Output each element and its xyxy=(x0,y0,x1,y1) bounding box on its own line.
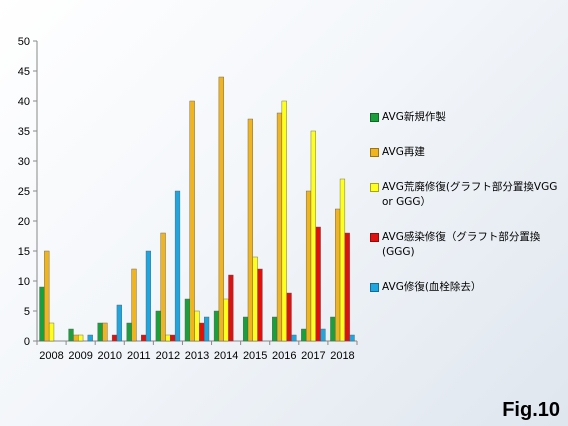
bar xyxy=(48,322,55,342)
y-tick-label: 5 xyxy=(24,306,30,318)
legend-swatch-new xyxy=(370,113,379,122)
x-tick-label: 2010 xyxy=(97,350,121,362)
bar xyxy=(116,304,122,342)
legend-swatch-rebuild xyxy=(370,148,379,157)
y-tick-label: 50 xyxy=(18,36,30,48)
bar xyxy=(252,256,258,342)
y-tick-label: 15 xyxy=(18,246,30,258)
bar xyxy=(291,334,297,342)
x-tick-label: 2018 xyxy=(330,350,354,362)
x-tick-label: 2011 xyxy=(127,350,151,362)
legend-item-rebuild: AVG再建 xyxy=(370,145,565,160)
bar xyxy=(281,100,287,342)
bar xyxy=(165,334,171,342)
bar xyxy=(160,232,166,342)
figure-label: Fig.10 xyxy=(502,399,560,421)
x-tick-label: 2009 xyxy=(68,350,92,362)
bar xyxy=(257,268,263,342)
bar xyxy=(111,334,118,342)
legend-swatch-thrombus-repair xyxy=(370,283,379,292)
legend-label-thrombus-repair: AVG修復(血栓除去） xyxy=(382,281,482,293)
y-tick-label: 25 xyxy=(18,186,30,198)
bar xyxy=(170,334,176,342)
y-tick-label: 35 xyxy=(18,126,30,138)
legend-label-new: AVG新規作製 xyxy=(382,111,446,123)
y-tick-label: 30 xyxy=(18,156,30,168)
bar xyxy=(189,100,195,342)
legend-label-infection-repair: AVG感染修復（グラフト部分置換(GGG) xyxy=(382,231,541,258)
bar xyxy=(78,334,84,342)
y-tick-label: 0 xyxy=(24,336,30,348)
x-tick-label: 2012 xyxy=(156,350,180,362)
bar xyxy=(349,334,355,342)
legend-swatch-infection-repair xyxy=(370,233,379,242)
bar xyxy=(330,316,336,342)
bar xyxy=(320,328,326,342)
bar xyxy=(286,292,292,342)
legend-item-new: AVG新規作製 xyxy=(370,110,565,125)
x-tick-label: 2008 xyxy=(39,350,63,362)
bar xyxy=(310,130,316,342)
bar xyxy=(228,274,234,342)
bar xyxy=(174,190,181,342)
bar xyxy=(87,334,93,342)
x-tick-label: 2014 xyxy=(214,350,238,362)
bar xyxy=(73,334,79,342)
bar xyxy=(155,310,161,342)
chart-legend: AVG新規作製 AVG再建 AVG荒廃修復(グラフト部分置換VGG or GGG… xyxy=(370,110,565,315)
bar xyxy=(315,226,321,342)
legend-item-infection-repair: AVG感染修復（グラフト部分置換(GGG) xyxy=(370,230,565,260)
legend-item-thrombus-repair: AVG修復(血栓除去） xyxy=(370,280,565,295)
bar xyxy=(102,322,108,342)
x-tick-label: 2013 xyxy=(185,350,209,362)
y-tick-label: 40 xyxy=(18,96,30,108)
bar xyxy=(141,334,147,342)
y-tick-label: 10 xyxy=(18,276,30,288)
legend-label-rebuild: AVG再建 xyxy=(382,146,425,158)
x-tick-label: 2017 xyxy=(301,350,325,362)
bar xyxy=(213,310,220,342)
bar xyxy=(218,76,224,342)
bar xyxy=(194,310,200,342)
bar xyxy=(131,268,137,342)
y-tick-label: 45 xyxy=(18,66,30,78)
bar xyxy=(184,298,191,342)
bar xyxy=(247,118,253,342)
bar xyxy=(203,316,210,342)
bar xyxy=(68,328,74,342)
bar xyxy=(305,190,312,342)
y-tick-label: 20 xyxy=(18,216,30,228)
bar xyxy=(301,328,307,342)
legend-label-degeneration-repair: AVG荒廃修復(グラフト部分置換VGG or GGG） xyxy=(382,181,558,208)
bar xyxy=(223,298,229,342)
bar xyxy=(242,316,249,342)
bar xyxy=(44,250,50,342)
bar xyxy=(272,316,278,342)
bar xyxy=(335,208,341,342)
bar xyxy=(126,322,132,342)
legend-swatch-degeneration-repair xyxy=(370,183,379,192)
x-tick-label: 2015 xyxy=(243,350,267,362)
bar xyxy=(199,322,205,342)
bar xyxy=(344,232,350,342)
bar xyxy=(97,322,103,342)
bar xyxy=(339,178,346,342)
legend-item-degeneration-repair: AVG荒廃修復(グラフト部分置換VGG or GGG） xyxy=(370,180,565,210)
bar xyxy=(145,250,152,342)
bar xyxy=(276,112,283,342)
x-tick-label: 2016 xyxy=(272,350,296,362)
bar xyxy=(39,286,45,342)
